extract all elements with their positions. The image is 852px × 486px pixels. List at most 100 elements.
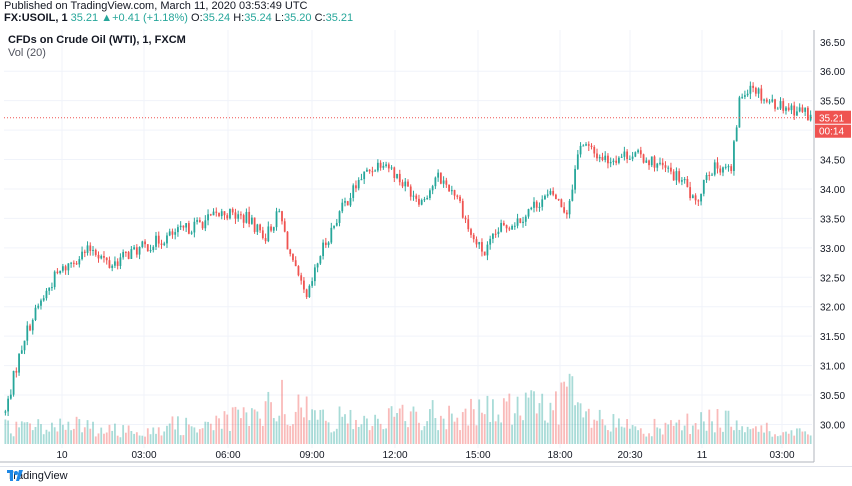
volume-bar — [308, 420, 311, 444]
candle-body — [741, 96, 744, 98]
volume-bar — [31, 430, 34, 444]
candle-body — [409, 186, 412, 197]
volume-bar — [185, 417, 188, 444]
candle-body — [765, 99, 768, 102]
volume-bar — [305, 396, 308, 444]
candle-body — [18, 353, 20, 373]
candle-body — [398, 173, 401, 183]
volume-bar — [716, 409, 719, 444]
candle-body — [579, 145, 582, 155]
candle-body — [204, 220, 207, 229]
candle-body — [15, 370, 18, 373]
candle-body — [530, 207, 533, 210]
volume-bar — [445, 429, 448, 444]
volume-bar — [806, 434, 809, 444]
tradingview-brand[interactable]: TradingView — [7, 470, 68, 482]
volume-bar — [45, 429, 48, 444]
candle-body — [160, 243, 163, 245]
volume-bar — [590, 427, 593, 444]
candle-body — [694, 195, 697, 201]
candle-body — [207, 214, 209, 221]
candle-body — [549, 190, 552, 195]
candle-body — [179, 225, 182, 228]
candle-body — [368, 169, 371, 172]
low-value: 35.20 — [284, 12, 312, 24]
candle-body — [809, 114, 812, 121]
volume-legend[interactable]: Vol (20) — [8, 47, 46, 59]
volume-bar — [593, 419, 596, 444]
volume-bar — [286, 424, 289, 444]
candle-body — [149, 249, 152, 252]
candle-body — [390, 167, 393, 169]
candle-body — [450, 190, 453, 192]
candle-body — [193, 221, 196, 233]
volume-bar — [741, 426, 744, 444]
candle-body — [743, 95, 746, 97]
candle-body — [40, 300, 42, 306]
candle-body — [155, 235, 157, 247]
candle-body — [322, 242, 324, 257]
volume-bar — [229, 430, 231, 444]
candle-body — [590, 145, 593, 147]
volume-bar — [357, 426, 360, 444]
candle-body — [355, 185, 357, 189]
volume-bar — [415, 411, 418, 444]
candle-body — [240, 214, 242, 216]
candle-body — [316, 263, 319, 268]
candle-body — [467, 219, 470, 230]
candle-body — [97, 254, 100, 259]
volume-bar — [240, 418, 242, 444]
volume-bar — [497, 414, 500, 444]
candle-body — [793, 105, 796, 116]
y-tick-label: 35.50 — [820, 97, 845, 108]
volume-bar — [461, 412, 464, 444]
volume-bar — [116, 435, 119, 444]
candle-body — [511, 226, 513, 230]
volume-bar — [774, 434, 776, 444]
candle-body — [45, 290, 48, 299]
candle-body — [264, 238, 267, 242]
candle-body — [61, 266, 64, 271]
volume-bar — [418, 422, 420, 444]
chart-legend-title[interactable]: CFDs on Crude Oil (WTI), 1, FXCM — [8, 34, 186, 46]
candle-body — [385, 164, 387, 166]
volume-bar — [623, 427, 626, 444]
candle-body — [319, 256, 322, 264]
volume-bar — [467, 425, 470, 444]
volume-bar — [661, 434, 664, 444]
candle-body — [209, 214, 212, 216]
candle-body — [127, 252, 130, 259]
candle-body — [363, 171, 366, 180]
candle-body — [691, 195, 694, 199]
candle-body — [431, 186, 434, 191]
candle-body — [628, 158, 631, 160]
volume-bar — [18, 427, 20, 444]
volume-bar — [500, 422, 503, 444]
volume-bar — [738, 429, 741, 444]
volume-bar — [505, 401, 508, 444]
volume-bar — [483, 414, 486, 444]
candle-body — [604, 155, 607, 160]
volume-bar — [456, 417, 459, 444]
volume-bar — [708, 409, 711, 444]
candle-body — [754, 87, 757, 94]
candle-body — [557, 199, 560, 201]
volume-bar — [264, 401, 267, 444]
volume-bar — [464, 408, 467, 444]
x-tick-label: 20:30 — [617, 450, 642, 461]
candle-body — [434, 177, 437, 187]
volume-bar — [809, 435, 812, 444]
volume-bar — [75, 416, 78, 444]
candle-body — [653, 156, 656, 168]
volume-bar — [333, 431, 335, 444]
y-tick-label: 34.00 — [820, 185, 845, 196]
volume-bar — [601, 419, 604, 444]
volume-bar — [535, 413, 538, 444]
candle-body — [382, 165, 385, 168]
volume-bar — [713, 432, 716, 444]
candle-body — [146, 244, 149, 252]
volume-bar — [519, 415, 522, 444]
volume-bar — [179, 435, 182, 444]
volume-bar — [650, 436, 653, 444]
